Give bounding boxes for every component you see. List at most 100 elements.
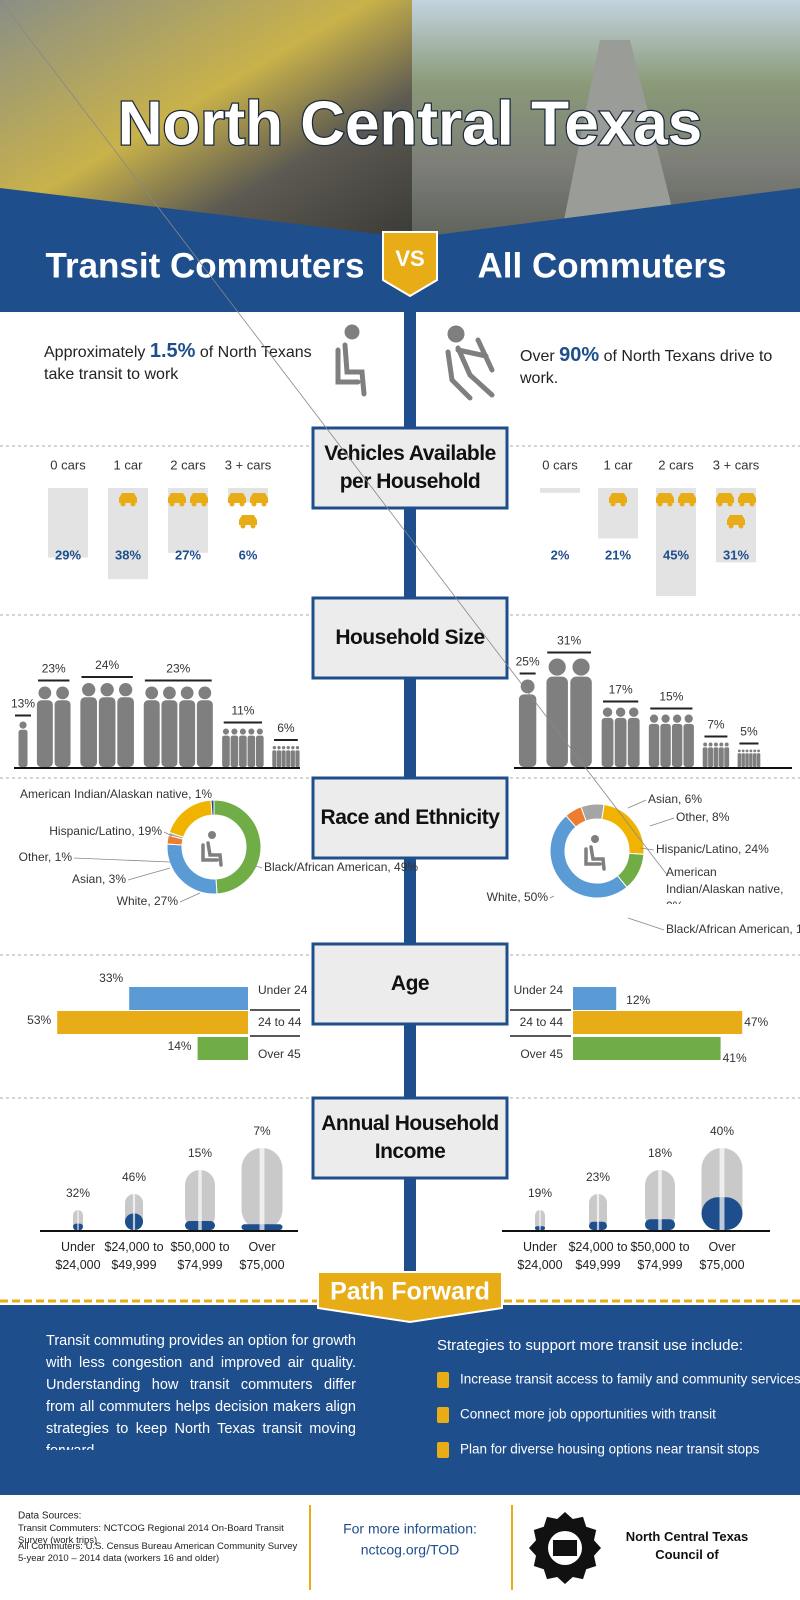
household-group (737, 749, 761, 767)
income-category: Under $24,000 (517, 1240, 563, 1272)
person-body (143, 700, 160, 767)
household-group (80, 683, 134, 767)
vehicle-category: 3 + cars (225, 457, 272, 472)
income-category: $24,000 to $49,999 (104, 1240, 164, 1272)
person-head (757, 749, 760, 753)
person-body (749, 753, 753, 767)
car-icon (239, 515, 257, 525)
person-body (708, 747, 713, 767)
household-group (518, 679, 537, 767)
icon-body (335, 342, 367, 397)
section-title: Household Size (335, 626, 485, 649)
info-link: nctcog.org/TOD (361, 1542, 460, 1558)
car-wheel (739, 501, 745, 507)
age-bar (57, 1011, 249, 1034)
vehicle-value-label: 21% (605, 547, 631, 562)
household-group (143, 686, 213, 767)
more-info: For more information: (343, 1521, 477, 1537)
race-label: Other, 1% (19, 850, 73, 864)
section-title: Race and Ethnicity (320, 806, 500, 829)
race-label: White, 50% (487, 890, 549, 904)
donut-icon-body (584, 845, 606, 871)
driver-icon (445, 325, 495, 401)
race-label: Black/African American, 13% (666, 922, 800, 936)
household-group (702, 742, 730, 767)
car-icon (228, 493, 246, 503)
intro-text: Approximately 1.5% of North Texans take … (44, 340, 314, 386)
car-icon (609, 493, 627, 503)
strategy: Connect more job opportunities with tran… (460, 1407, 716, 1422)
car-wheel (717, 501, 723, 507)
vehicle-value-label: 2% (551, 547, 570, 562)
leader-line (163, 831, 173, 837)
car-icon (727, 515, 745, 525)
person-body (256, 735, 264, 767)
person-head (672, 714, 682, 723)
vehicle-bar (108, 488, 148, 580)
person-head (180, 686, 194, 700)
race-segment (580, 803, 605, 822)
path-forward-title: Path Forward (330, 1278, 490, 1306)
person-body (117, 697, 134, 767)
vehicle-category: 1 car (114, 457, 144, 472)
person-body (239, 735, 247, 767)
race-label: Asian, 6% (648, 792, 702, 806)
person-body (627, 717, 640, 767)
household-group (222, 728, 264, 767)
car-wheel (620, 501, 626, 507)
donut-icon-head (591, 835, 599, 843)
person-body (286, 750, 291, 767)
vehicle-value-label: 38% (115, 547, 141, 562)
intro-text: Over 90% of North Texans drive to work. (520, 344, 790, 390)
income-category-frame: Under $24,000 (55, 1240, 100, 1272)
highway-road (560, 40, 680, 240)
person-body (518, 694, 537, 767)
person-head (719, 742, 724, 747)
person-body (272, 750, 277, 767)
race-segment (549, 814, 628, 899)
path-forward-text-frame: Transit commuting provides an option for… (46, 1333, 356, 1450)
person-head (615, 707, 626, 717)
person-head (708, 742, 713, 747)
age-bar (129, 987, 248, 1010)
age-value-label: 12% (626, 993, 650, 1007)
person-body (98, 697, 116, 767)
income-category-frame: Over $75,000 (239, 1240, 284, 1272)
leader-line (627, 799, 647, 809)
intro-text-frame: Over 90% of North Texans drive to work. (520, 344, 790, 390)
age-bar (197, 1037, 248, 1060)
person-body (36, 700, 53, 767)
person-body (161, 700, 178, 767)
car-wheel (738, 523, 744, 529)
person-head (222, 728, 229, 735)
income-category: $50,000 to $74,999 (170, 1240, 230, 1272)
person-body (718, 747, 724, 767)
seated-rider-icon (335, 324, 367, 397)
car-wheel (169, 501, 175, 507)
car-wheel (679, 501, 685, 507)
person-body (570, 676, 592, 767)
income-value-label: 7% (253, 1124, 271, 1138)
age-bar (573, 1011, 743, 1034)
left-heading: Transit Commuters (46, 246, 365, 285)
source-frame: All Commuters: U.S. Census Bureau Americ… (18, 1541, 297, 1564)
intro-highlight: 90% (559, 344, 600, 366)
person-head (248, 728, 255, 735)
car-wheel (120, 501, 126, 507)
age-value-label: 53% (27, 1013, 51, 1027)
person-head (745, 749, 749, 753)
intro-before: Approximately (44, 344, 146, 361)
income-category-frame: $24,000 to $49,999 (568, 1240, 627, 1272)
household-group (648, 714, 694, 767)
person-body (290, 750, 295, 767)
car-wheel (201, 501, 207, 507)
race-label-frame: American Indian/Alaskan native, 0% (666, 865, 783, 904)
race-segment (210, 799, 215, 816)
source-frame: Transit Commuters: NCTCOG Regional 2014 … (18, 1523, 284, 1546)
household-group (601, 707, 640, 767)
person-body (546, 676, 568, 767)
household-value-label: 15% (659, 690, 683, 704)
section-title-frame: Household Size (335, 626, 485, 649)
car-wheel (251, 501, 257, 507)
icon-head (344, 324, 360, 340)
